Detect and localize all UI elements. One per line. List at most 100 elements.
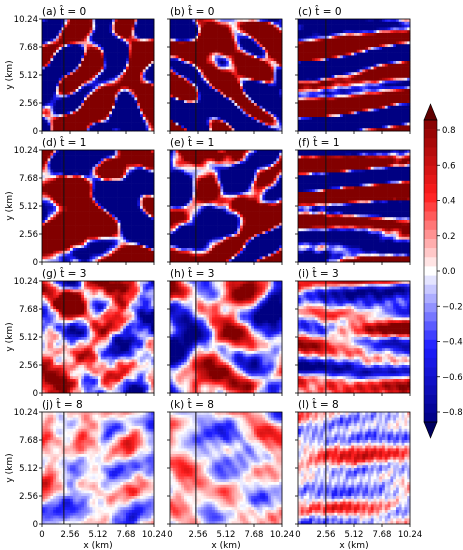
heatmap-cell	[237, 128, 241, 132]
heatmap-cell	[228, 105, 232, 109]
heatmap-cell	[128, 83, 132, 87]
heatmap-cell	[44, 30, 48, 34]
heatmap-cell	[128, 128, 132, 132]
heatmap-cell	[384, 86, 388, 90]
heatmap-cell	[117, 103, 121, 107]
heatmap-cell	[203, 63, 207, 67]
heatmap-cell	[175, 41, 179, 45]
heatmap-cell	[86, 44, 90, 48]
heatmap-cell	[234, 80, 238, 84]
heatmap-cell	[178, 117, 182, 121]
heatmap-cell	[84, 125, 88, 129]
heatmap-cell	[326, 89, 330, 93]
heatmap-cell	[340, 44, 344, 48]
heatmap-cell	[382, 30, 386, 34]
heatmap-cell	[320, 41, 324, 45]
heatmap-cell	[95, 89, 99, 93]
heatmap-cell	[384, 75, 388, 79]
heatmap-cell	[226, 35, 230, 39]
heatmap-cell	[134, 58, 138, 62]
heatmap-cell	[262, 86, 266, 90]
heatmap-cell	[92, 117, 96, 121]
heatmap-cell	[112, 24, 116, 28]
heatmap-cell	[151, 75, 155, 79]
heatmap-cell	[262, 77, 266, 81]
heatmap-cell	[300, 86, 304, 90]
heatmap-cell	[89, 19, 93, 23]
heatmap-cell	[81, 38, 85, 42]
heatmap-cell	[390, 72, 394, 76]
heatmap-cell	[198, 66, 202, 70]
heatmap-cell	[206, 94, 210, 98]
heatmap-cell	[203, 77, 207, 81]
heatmap-cell	[186, 27, 190, 31]
heatmap-cell	[126, 61, 130, 65]
heatmap-cell	[379, 105, 383, 109]
heatmap-cell	[53, 19, 57, 23]
heatmap-cell	[78, 80, 82, 84]
heatmap-cell	[172, 41, 176, 45]
heatmap-cell	[276, 100, 280, 104]
heatmap-cell	[75, 119, 79, 123]
heatmap-cell	[312, 44, 316, 48]
heatmap-cell	[53, 21, 57, 25]
heatmap-cell	[131, 21, 135, 25]
heatmap-cell	[390, 77, 394, 81]
heatmap-cell	[390, 19, 394, 23]
heatmap-cell	[145, 105, 149, 109]
heatmap-cell	[186, 72, 190, 76]
heatmap-cell	[382, 114, 386, 118]
heatmap-cell	[109, 30, 113, 34]
heatmap-cell	[242, 61, 246, 65]
heatmap-cell	[393, 75, 397, 79]
heatmap-cell	[312, 77, 316, 81]
heatmap-cell	[393, 33, 397, 37]
heatmap-cell	[387, 128, 391, 132]
heatmap-cell	[273, 91, 277, 95]
heatmap-cell	[376, 49, 380, 53]
y-tick-label: 5.12	[19, 71, 38, 81]
heatmap-cell	[379, 58, 383, 62]
heatmap-cell	[114, 122, 118, 126]
heatmap-cell	[181, 33, 185, 37]
heatmap-cell	[209, 61, 213, 65]
heatmap-cell	[58, 66, 62, 70]
heatmap-cell	[100, 19, 104, 23]
heatmap-cell	[342, 77, 346, 81]
heatmap-cell	[47, 200, 51, 204]
heatmap-cell	[356, 117, 360, 121]
heatmap-cell	[226, 38, 230, 42]
heatmap-cell	[47, 103, 51, 107]
heatmap-cell	[231, 114, 235, 118]
heatmap-cell	[351, 105, 355, 109]
heatmap-cell	[134, 122, 138, 126]
heatmap-cell	[328, 21, 332, 25]
heatmap-cell	[298, 44, 302, 48]
heatmap-cell	[237, 19, 241, 23]
heatmap-cell	[334, 125, 338, 129]
heatmap-cell	[134, 24, 138, 28]
heatmap-cell	[273, 66, 277, 70]
heatmap-cell	[368, 30, 372, 34]
heatmap-cell	[384, 80, 388, 84]
heatmap-cell	[126, 97, 130, 101]
heatmap-cell	[356, 69, 360, 73]
heatmap-cell	[186, 111, 190, 115]
heatmap-cell	[342, 33, 346, 37]
heatmap-cell	[195, 58, 199, 62]
heatmap-cell	[398, 24, 402, 28]
heatmap-cell	[47, 180, 51, 184]
heatmap-cell	[56, 94, 60, 98]
heatmap-cell	[67, 49, 71, 53]
heatmap-cell	[298, 72, 302, 76]
heatmap-cell	[323, 114, 327, 118]
heatmap-cell	[200, 61, 204, 65]
heatmap-cell	[382, 61, 386, 65]
heatmap-cell	[331, 24, 335, 28]
heatmap-cell	[103, 128, 107, 132]
heatmap-cell	[47, 30, 51, 34]
heatmap-cell	[226, 100, 230, 104]
heatmap-cell	[192, 41, 196, 45]
heatmap-cell	[220, 108, 224, 112]
heatmap-cell	[206, 89, 210, 93]
